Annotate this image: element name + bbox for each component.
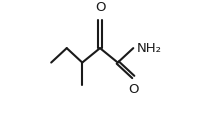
Text: O: O bbox=[95, 1, 105, 14]
Text: NH₂: NH₂ bbox=[137, 42, 162, 55]
Text: O: O bbox=[128, 83, 139, 96]
